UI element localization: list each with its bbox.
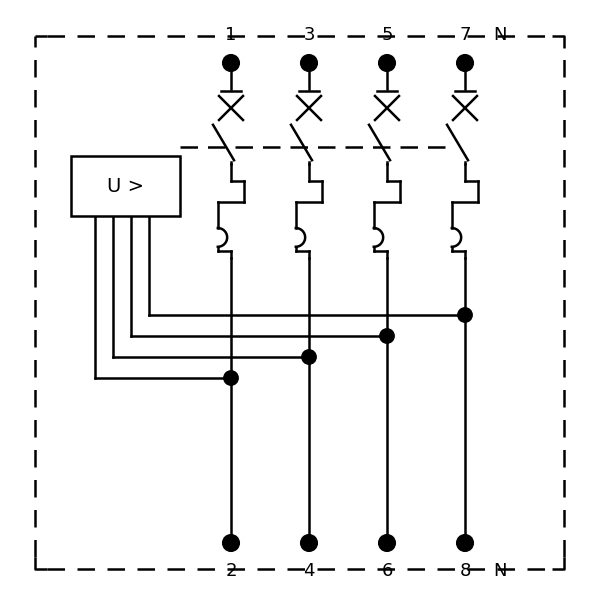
Text: 6: 6	[382, 562, 392, 580]
Text: U >: U >	[107, 176, 144, 196]
Circle shape	[302, 350, 316, 364]
Circle shape	[457, 535, 473, 551]
Text: 8: 8	[460, 562, 470, 580]
Text: N: N	[493, 26, 506, 44]
Text: 4: 4	[303, 562, 315, 580]
Text: N: N	[493, 562, 506, 580]
Circle shape	[301, 55, 317, 71]
Circle shape	[223, 55, 239, 71]
Text: 1: 1	[226, 26, 236, 44]
Text: 7: 7	[459, 26, 471, 44]
Circle shape	[224, 371, 238, 385]
Text: 2: 2	[225, 562, 237, 580]
Text: 5: 5	[381, 26, 393, 44]
Bar	[71, 156, 180, 216]
Circle shape	[223, 535, 239, 551]
Circle shape	[379, 55, 395, 71]
Circle shape	[379, 535, 395, 551]
Circle shape	[457, 55, 473, 71]
Text: 3: 3	[303, 26, 315, 44]
Circle shape	[380, 329, 394, 343]
Circle shape	[301, 535, 317, 551]
Circle shape	[458, 308, 472, 322]
